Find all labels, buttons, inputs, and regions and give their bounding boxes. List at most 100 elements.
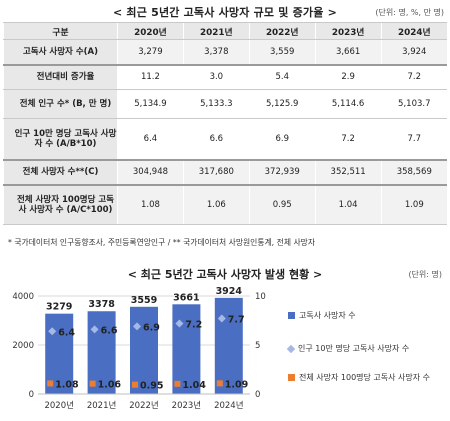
- table-cell: 7.2: [314, 118, 382, 161]
- square-value-label: 1.06: [98, 380, 122, 391]
- table-row: 전체 사망자 100명당 고독사 사망자 수 (A/C*100) 1.08 1.…: [3, 184, 447, 225]
- table-cell: 5,133.3: [182, 89, 250, 119]
- table-header-row: 구분 2020년 2021년 2022년 2023년 2024년: [3, 22, 447, 40]
- category-label: 2021년: [87, 400, 116, 411]
- table-cell: 11.2: [117, 64, 184, 90]
- table-cell: 0.95: [248, 184, 316, 225]
- bar-value-label: 3279: [46, 302, 72, 313]
- diamond-point: [217, 314, 226, 323]
- diamond-point: [48, 327, 57, 336]
- legend-label: 전체 사망자 100명당 고독사 사망자 수: [299, 373, 431, 382]
- table-row: 전체 사망자 수**(C) 304,948 317,680 372,939 35…: [3, 159, 447, 186]
- table-cell: 372,939: [248, 159, 316, 186]
- left-axis-tick-label: 0: [29, 390, 34, 400]
- diamond-point: [90, 325, 99, 334]
- diamond-value-label: 6.6: [101, 325, 118, 336]
- legend-item-bar: 고독사 사망자 수: [288, 310, 356, 321]
- table-cell: 3,924: [380, 39, 447, 66]
- header-cell: 구분: [3, 22, 118, 40]
- row-label: 전체 인구 수* (B, 만 명): [3, 89, 118, 119]
- diamond-value-label: 7.2: [185, 319, 202, 330]
- table-row: 전년대비 증가율 11.2 3.0 5.4 2.9 7.2: [3, 64, 447, 90]
- legend-square-swatch: [288, 374, 295, 381]
- legend-label: 고독사 사망자 수: [299, 311, 356, 320]
- table-cell: 3,559: [248, 39, 316, 66]
- table-cell: 3.0: [182, 64, 250, 90]
- table-cell: 5,103.7: [380, 89, 447, 119]
- square-point: [174, 380, 181, 387]
- table-cell: 5,125.9: [248, 89, 316, 119]
- table-cell: 317,680: [182, 159, 250, 186]
- right-axis-tick-label: 0: [255, 390, 260, 400]
- row-label: 전년대비 증가율: [3, 64, 118, 90]
- bar-value-label: 3559: [131, 295, 157, 306]
- header-cell: 2024년: [380, 22, 447, 40]
- row-label: 인구 10만 명당 고독사 사망자 수 (A/B*10): [3, 118, 118, 161]
- row-label: 전체 사망자 수**(C): [3, 159, 118, 186]
- legend-diamond-swatch: [286, 344, 296, 354]
- table-cell: 7.2: [380, 64, 447, 90]
- bar: [87, 311, 116, 394]
- table-cell: 1.08: [117, 184, 184, 225]
- row-label: 전체 사망자 100명당 고독사 사망자 수 (A/C*100): [3, 184, 118, 225]
- stats-table: 구분 2020년 2021년 2022년 2023년 2024년 고독사 사망자…: [3, 22, 447, 225]
- table-row: 고독사 사망자 수(A) 3,279 3,378 3,559 3,661 3,9…: [3, 39, 447, 66]
- category-label: 2024년: [214, 400, 243, 411]
- chart-unit: (단위: 명): [408, 270, 442, 279]
- table-footnotes: * 국가데이터처 인구동향조사, 주민등록연앙인구 / ** 국가데이터처 사망…: [8, 238, 315, 247]
- square-point: [89, 380, 96, 387]
- table-cell: 5,134.9: [117, 89, 184, 119]
- diamond-point: [175, 319, 184, 328]
- header-cell: 2021년: [182, 22, 250, 40]
- diamond-value-label: 6.9: [143, 322, 160, 333]
- bar: [214, 297, 243, 394]
- category-label: 2020년: [44, 400, 73, 411]
- square-point: [132, 381, 138, 388]
- table-row: 전체 인구 수* (B, 만 명) 5,134.9 5,133.3 5,125.…: [3, 89, 447, 119]
- table-unit: (단위: 명, %, 만 명): [375, 8, 444, 17]
- table-cell: 3,378: [182, 39, 250, 66]
- square-value-label: 1.04: [182, 380, 206, 391]
- diamond-value-label: 6.4: [58, 327, 75, 338]
- table-cell: 6.6: [182, 118, 250, 161]
- header-cell: 2020년: [117, 22, 184, 40]
- diamond-value-label: 7.7: [228, 315, 245, 326]
- left-axis-tick-label: 2000: [12, 341, 34, 351]
- table-cell: 304,948: [117, 159, 184, 186]
- bar-value-label: 3378: [88, 299, 115, 310]
- bar: [130, 306, 158, 394]
- square-value-label: 0.95: [140, 381, 163, 392]
- table-cell: 352,511: [314, 159, 382, 186]
- header-cell: 2023년: [314, 22, 382, 40]
- table-cell: 3,279: [117, 39, 184, 66]
- header-cell: 2022년: [248, 22, 316, 40]
- square-point: [216, 380, 223, 387]
- right-axis-tick-label: 5: [255, 341, 260, 351]
- table-title: < 최근 5년간 고독사 사망자 규모 및 증가율 >: [112, 6, 338, 19]
- right-axis-tick-label: 10: [255, 292, 266, 302]
- category-label: 2023년: [172, 400, 201, 411]
- table-cell: 2.9: [314, 64, 382, 90]
- category-label: 2022년: [129, 400, 158, 411]
- left-axis-tick-label: 4000: [12, 292, 34, 302]
- chart-title: < 최근 5년간 고독사 사망자 발생 현황 >: [127, 268, 323, 281]
- legend-label: 인구 10만 명당 고독사 사망자 수: [298, 344, 410, 353]
- table-cell: 7.7: [380, 118, 447, 161]
- square-value-label: 1.09: [225, 379, 248, 390]
- square-point: [47, 380, 54, 387]
- bar-value-label: 3924: [216, 286, 243, 297]
- diamond-point: [133, 322, 141, 331]
- table-cell: 5,114.6: [314, 89, 382, 119]
- square-value-label: 1.08: [55, 379, 79, 390]
- row-label: 고독사 사망자 수(A): [3, 39, 118, 66]
- table-cell: 5.4: [248, 64, 316, 90]
- table-cell: 358,569: [380, 159, 447, 186]
- table-cell: 6.4: [117, 118, 184, 161]
- bar: [172, 304, 201, 394]
- table-cell: 6.9: [248, 118, 316, 161]
- table-cell: 3,661: [314, 39, 382, 66]
- bar-value-label: 3661: [173, 292, 199, 303]
- chart-canvas: 0 2000 4000 0 5 10 3279 6.4 1.08 2020년 3378 6.6 1.06…: [12, 286, 266, 411]
- table-cell: 1.06: [182, 184, 250, 225]
- table-cell: 1.09: [380, 184, 447, 225]
